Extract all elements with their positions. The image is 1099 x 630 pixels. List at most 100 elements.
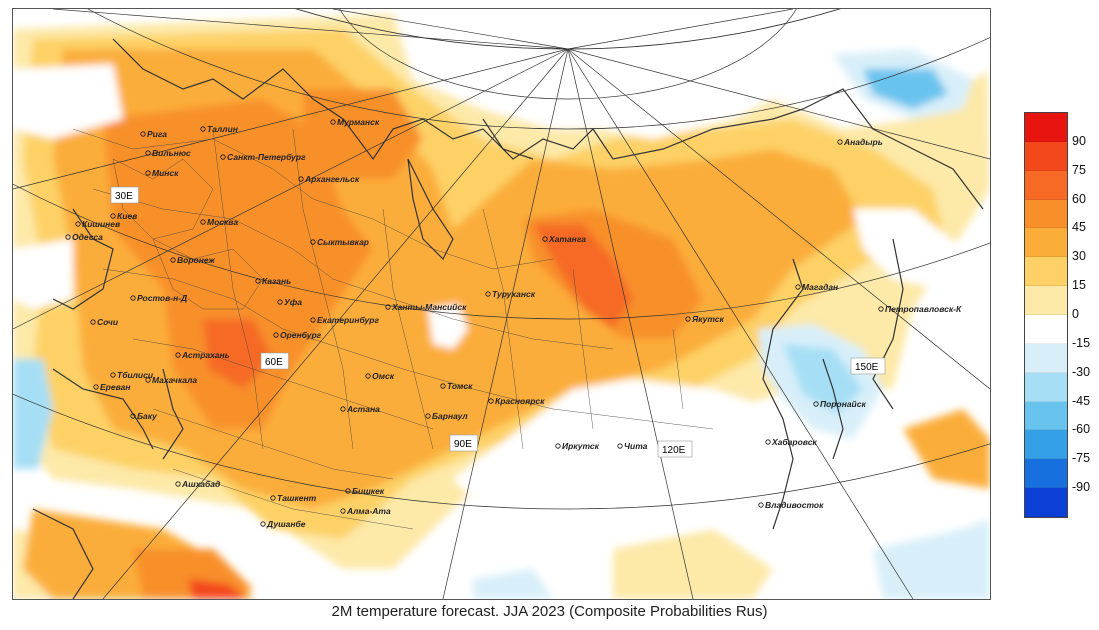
city-label: Ереван bbox=[100, 382, 130, 392]
city-label: Махачкала bbox=[152, 375, 197, 385]
city-label: Омск bbox=[372, 371, 395, 381]
city-label: Владивосток bbox=[765, 500, 824, 510]
city-marker bbox=[130, 413, 136, 419]
city-label: Туруханск bbox=[492, 289, 536, 299]
colorbar-tick-label: -15 bbox=[1072, 335, 1091, 350]
city-label: Ростов-н-Д bbox=[137, 293, 187, 303]
colorbar-segment bbox=[1025, 315, 1067, 344]
city-label: Анадырь bbox=[843, 137, 883, 147]
city-label: Москва bbox=[207, 217, 238, 227]
city-marker bbox=[130, 295, 136, 301]
colorbar-segment bbox=[1025, 372, 1067, 402]
city-marker bbox=[365, 373, 371, 379]
city-label: Одесса bbox=[72, 232, 103, 242]
colorbar-segment bbox=[1025, 488, 1067, 518]
city-label: Томск bbox=[447, 381, 473, 391]
city-label: Алма-Ата bbox=[346, 506, 391, 516]
city-label: Поронайск bbox=[820, 399, 866, 409]
city-label: Минск bbox=[152, 168, 179, 178]
city-marker bbox=[685, 316, 691, 322]
city-marker bbox=[340, 406, 346, 412]
city-marker bbox=[298, 176, 304, 182]
city-label: Казань bbox=[262, 276, 291, 286]
city-label: Баку bbox=[137, 411, 158, 421]
city-marker bbox=[175, 352, 181, 358]
city-label: Ханты-Мансийск bbox=[391, 302, 467, 312]
colorbar-tick-label: 15 bbox=[1072, 278, 1086, 293]
longitude-label: 90E bbox=[454, 439, 472, 450]
city-label: Воронеж bbox=[177, 255, 215, 265]
colorbar-tick-label: -45 bbox=[1072, 393, 1091, 408]
colorbar-tick-label: 30 bbox=[1072, 249, 1086, 264]
city-marker bbox=[758, 502, 764, 508]
longitude-label: 120E bbox=[662, 445, 686, 456]
city-marker bbox=[200, 219, 206, 225]
longitude-label-box bbox=[657, 440, 693, 458]
city-label: Хатанга bbox=[548, 234, 586, 244]
forecast-map: Мурманск Рига Таллин Вильнюс Санкт-Петербург… bbox=[12, 8, 991, 600]
colorbar-tick-label: -60 bbox=[1072, 422, 1091, 437]
city-label: Астана bbox=[346, 404, 380, 414]
city-marker bbox=[330, 119, 336, 125]
longitude-label-box bbox=[850, 357, 886, 375]
city-label: Магадан bbox=[802, 282, 838, 292]
city-label: Кишинев bbox=[82, 219, 120, 229]
city-label: Уфа bbox=[284, 297, 302, 307]
city-marker bbox=[765, 439, 771, 445]
city-marker bbox=[145, 377, 151, 383]
colorbar-segment bbox=[1025, 170, 1067, 200]
colorbar-segment bbox=[1025, 113, 1067, 142]
city-label: Чита bbox=[624, 441, 648, 451]
city-marker bbox=[175, 481, 181, 487]
colorbar-segment bbox=[1025, 141, 1067, 171]
city-label: Таллин bbox=[207, 124, 238, 134]
city-label: Сочи bbox=[97, 317, 119, 327]
city-marker bbox=[260, 521, 266, 527]
longitude-label-box bbox=[449, 434, 478, 452]
city-label: Ташкент bbox=[277, 493, 317, 503]
city-marker bbox=[65, 234, 71, 240]
city-marker bbox=[345, 488, 351, 494]
city-marker bbox=[795, 284, 801, 290]
city-marker bbox=[93, 384, 99, 390]
city-label: Хабаровск bbox=[771, 437, 817, 447]
city-marker bbox=[145, 150, 151, 156]
map-caption: 2M temperature forecast. JJA 2023 (Compo… bbox=[331, 603, 768, 620]
longitude-labels: 30E 60E 90E 120E 150E bbox=[110, 186, 886, 458]
city-marker bbox=[878, 306, 884, 312]
colorbar-tick-label: 45 bbox=[1072, 220, 1086, 235]
city-marker bbox=[837, 139, 843, 145]
city-label: Якутск bbox=[691, 314, 725, 324]
city-marker bbox=[75, 221, 81, 227]
city-marker bbox=[170, 257, 176, 263]
colorbar-tick-label: -30 bbox=[1072, 364, 1091, 379]
colorbar-tick-label: 75 bbox=[1072, 162, 1086, 177]
longitude-label-box bbox=[260, 352, 289, 370]
colorbar-segment bbox=[1025, 286, 1067, 316]
city-marker bbox=[425, 413, 431, 419]
city-marker bbox=[255, 278, 261, 284]
city-labels: Мурманск Рига Таллин Вильнюс Санкт-Петербург… bbox=[65, 117, 962, 529]
colorbar-segment bbox=[1025, 199, 1067, 229]
admin-borders bbox=[72, 128, 714, 530]
colorbar-segment bbox=[1025, 430, 1067, 460]
city-label: Ашхабад bbox=[181, 479, 220, 489]
city-marker bbox=[340, 508, 346, 514]
city-marker bbox=[385, 304, 391, 310]
city-marker bbox=[813, 401, 819, 407]
city-marker bbox=[90, 319, 96, 325]
colorbar-tick-label: -75 bbox=[1072, 451, 1091, 466]
colorbar-segment bbox=[1025, 401, 1067, 431]
city-label: Санкт-Петербург bbox=[227, 152, 306, 162]
colorbar-tick-label: -90 bbox=[1072, 480, 1091, 495]
colorbar-tick-label: 60 bbox=[1072, 191, 1086, 206]
city-marker bbox=[220, 154, 226, 160]
city-label: Архангельск bbox=[304, 174, 360, 184]
anomaly-shading bbox=[13, 9, 990, 599]
city-label: Оренбург bbox=[280, 330, 322, 340]
colorbar-legend bbox=[1024, 112, 1068, 518]
colorbar-tick-label: 0 bbox=[1072, 307, 1079, 321]
city-marker bbox=[555, 443, 561, 449]
city-marker bbox=[488, 398, 494, 404]
city-label: Иркутск bbox=[562, 441, 600, 451]
